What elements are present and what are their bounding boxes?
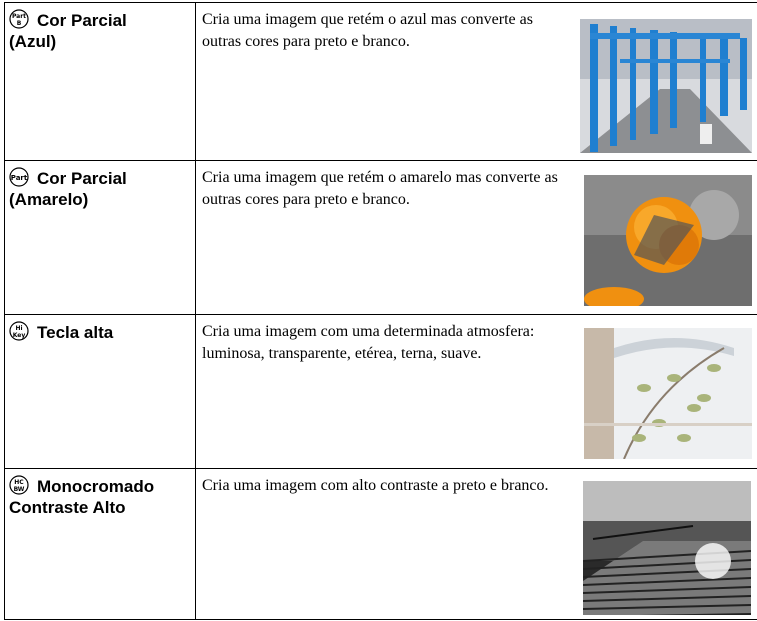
- photo-shape: [697, 394, 711, 402]
- photo-shape: [700, 34, 706, 122]
- sample-photo: [583, 481, 751, 615]
- photo-shape: [583, 604, 751, 610]
- photo-shape: [707, 364, 721, 372]
- mode-name: (Amarelo): [9, 190, 89, 209]
- icon-label: B: [17, 20, 22, 27]
- icon-label: Hi: [15, 325, 22, 332]
- description: Cria uma imagem com uma determinada atmo…: [202, 323, 535, 362]
- icon-label: HC: [14, 479, 24, 486]
- photo-shape: [583, 577, 751, 586]
- photo-shape: [677, 434, 691, 442]
- description: Cria uma imagem com alto contraste a pre…: [202, 477, 549, 494]
- photo-shape: [670, 32, 677, 128]
- photo-shape: [610, 26, 617, 146]
- icon-circle: [9, 321, 29, 341]
- mode-name: (Azul): [9, 32, 57, 51]
- icon-label: Part: [12, 13, 26, 20]
- photo-shape: [620, 59, 730, 63]
- photo-shape: [614, 338, 734, 358]
- photo-shape: [584, 423, 752, 426]
- table-row: Part B Cor Parcial (Azul) Cria uma imagem qu…: [4, 2, 757, 160]
- icon-circle: [9, 475, 29, 495]
- mode-name: Cor Parcial: [37, 169, 127, 188]
- description: Cria uma imagem que retém o amarelo mas …: [202, 169, 558, 208]
- photo-shape: [720, 36, 728, 116]
- name-cell: Part Cor Parcial (Amarelo): [4, 161, 196, 314]
- icon-circle: [9, 9, 29, 29]
- photo-shape: [623, 347, 725, 459]
- name-cell: Hi Key Tecla alta: [4, 315, 196, 468]
- mode-name: Tecla alta: [37, 323, 114, 342]
- mode-name: Contraste Alto: [9, 498, 126, 517]
- photo-shape: [667, 374, 681, 382]
- icon-label: Part: [11, 174, 28, 182]
- photo-shape: [632, 434, 646, 442]
- photo-shape: [687, 404, 701, 412]
- sample-photo: [580, 19, 752, 153]
- photo-shape: [637, 384, 651, 392]
- photo-shape: [695, 543, 731, 579]
- icon-label: Key: [13, 332, 26, 339]
- photo-shape: [650, 30, 658, 134]
- mode-name: Cor Parcial: [37, 11, 127, 30]
- table-row: Hi Key Tecla alta Cria uma imagem com uma d…: [4, 314, 757, 468]
- photo-shape: [630, 28, 636, 140]
- photo-shape: [590, 33, 740, 39]
- photo-shape: [584, 287, 644, 306]
- mode-icon: Part: [9, 167, 29, 187]
- photo-shape: [583, 595, 751, 602]
- photo-shape: [592, 525, 694, 540]
- photo-shape: [689, 190, 739, 240]
- sample-photo: [584, 175, 752, 306]
- photo-shape: [583, 481, 751, 521]
- photo-shape: [740, 38, 747, 110]
- photo-shape: [638, 613, 751, 615]
- name-cell: Part B Cor Parcial (Azul): [4, 3, 196, 160]
- photo-shape: [583, 586, 751, 594]
- photo-shape: [634, 215, 694, 265]
- photo-shape: [584, 328, 614, 459]
- icon-label: BW: [14, 486, 25, 493]
- photo-shape: [700, 124, 712, 144]
- photo-shape: [590, 24, 598, 152]
- mode-name: Monocromado: [37, 477, 155, 496]
- table-row: HC BW Monocromado Contraste Alto Cria uma im…: [4, 468, 757, 620]
- description: Cria uma imagem que retém o azul mas con…: [202, 11, 533, 50]
- name-cell: HC BW Monocromado Contraste Alto: [4, 469, 196, 619]
- icon-circle: [9, 167, 29, 187]
- table-row: Part Cor Parcial (Amarelo) Cria uma imagem …: [4, 160, 757, 314]
- sample-photo: [584, 328, 752, 459]
